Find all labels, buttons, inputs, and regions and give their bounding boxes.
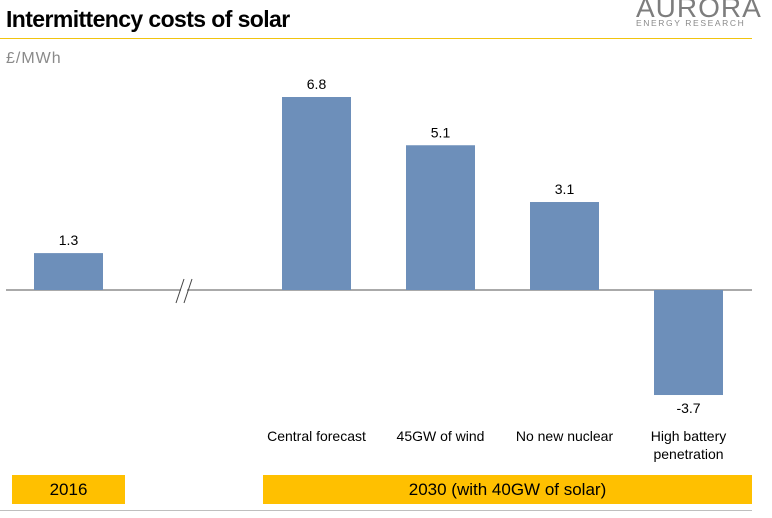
axis-break-stroke	[175, 278, 185, 304]
data-label: 3.1	[555, 181, 575, 197]
aurora-logo: AURORA ENERGY RESEARCH	[630, 0, 770, 32]
title-underline	[0, 38, 752, 39]
category-label: Central forecast	[267, 428, 366, 444]
bar	[34, 253, 103, 290]
logo-wordmark: AURORA	[636, 0, 762, 23]
data-label: 1.3	[59, 232, 79, 248]
axis-break-stroke	[183, 278, 193, 304]
data-label: 6.8	[307, 76, 327, 92]
category-label: High battery	[651, 428, 726, 444]
bar	[654, 290, 723, 396]
axis-break-marker	[175, 278, 193, 304]
footer-divider	[0, 510, 752, 511]
category-label: No new nuclear	[516, 428, 614, 444]
logo-tagline: ENERGY RESEARCH	[636, 18, 746, 28]
bar	[406, 145, 475, 290]
bar-chart: 1.3 6.8 Central forecast 5.1 45GW of wind 3.1…	[6, 76, 752, 462]
category-label: 45GW of wind	[397, 428, 485, 444]
period-band-2030: 2030 (with 40GW of solar)	[263, 475, 752, 504]
data-label: 5.1	[431, 124, 451, 140]
data-label: -3.7	[676, 400, 700, 416]
axis-break-gap	[181, 288, 187, 292]
chart-title: Intermittency costs of solar	[6, 6, 290, 32]
y-axis-unit-label: £/MWh	[6, 50, 62, 67]
bar	[282, 97, 351, 290]
bar	[530, 202, 599, 290]
category-label: penetration	[653, 446, 723, 462]
period-band-2016: 2016	[12, 475, 125, 504]
